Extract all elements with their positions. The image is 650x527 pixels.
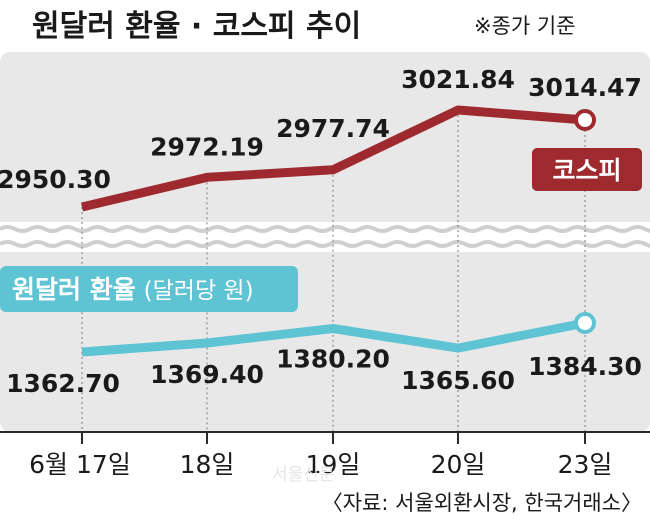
series-layer: 2950.30 2972.19 2977.74 3021.84 3014.47 1362.… <box>0 65 642 398</box>
data-label: 2972.19 <box>150 132 264 161</box>
gridlines <box>81 110 586 432</box>
end-marker <box>574 108 596 131</box>
svg-text:원달러 환율 (달러당 원): 원달러 환율 (달러당 원) <box>12 275 254 304</box>
legend-kospi-label: 코스피 <box>552 156 621 185</box>
end-marker <box>574 312 596 334</box>
series-line <box>80 105 586 212</box>
watermark: 서울신문 <box>272 465 335 485</box>
x-ticks: 6월 17일 18일 19일 20일 23일 <box>29 432 612 479</box>
legend-fx: 원달러 환율 (달러당 원) <box>0 266 298 312</box>
x-tick-label: 18일 <box>180 450 235 479</box>
data-label: 3014.47 <box>528 73 642 102</box>
series-kospi: 2950.30 2972.19 2977.74 3021.84 3014.47 <box>0 65 642 212</box>
data-label: 1362.70 <box>6 369 120 398</box>
x-tick-label: 6월 17일 <box>29 450 131 479</box>
data-label: 2977.74 <box>276 114 390 143</box>
data-label: 1365.60 <box>401 366 515 395</box>
x-tick-label: 23일 <box>558 450 613 479</box>
legend-fx-label: 원달러 환율 <box>12 275 136 304</box>
data-label: 1369.40 <box>150 360 264 389</box>
legend-kospi: 코스피 <box>532 148 642 191</box>
data-label: 1380.20 <box>276 345 390 374</box>
chart-note: ※종가 기준 <box>474 14 576 38</box>
series-fx: 1362.70 1369.40 1380.20 1365.60 1384.30 <box>6 312 642 398</box>
chart-title: 원달러 환율 · 코스피 추이 <box>32 9 361 44</box>
axis-break <box>0 222 650 252</box>
data-label: 2950.30 <box>0 165 111 194</box>
data-label: 3021.84 <box>401 65 515 94</box>
series-line <box>81 318 586 357</box>
data-label: 1384.30 <box>528 352 642 381</box>
legend-fx-unit: (달러당 원) <box>144 278 254 304</box>
x-tick-label: 20일 <box>431 450 486 479</box>
x-tick-label: 19일 <box>306 450 361 479</box>
source-note: 〈자료: 서울외환시장, 한국거래소〉 <box>322 491 642 515</box>
